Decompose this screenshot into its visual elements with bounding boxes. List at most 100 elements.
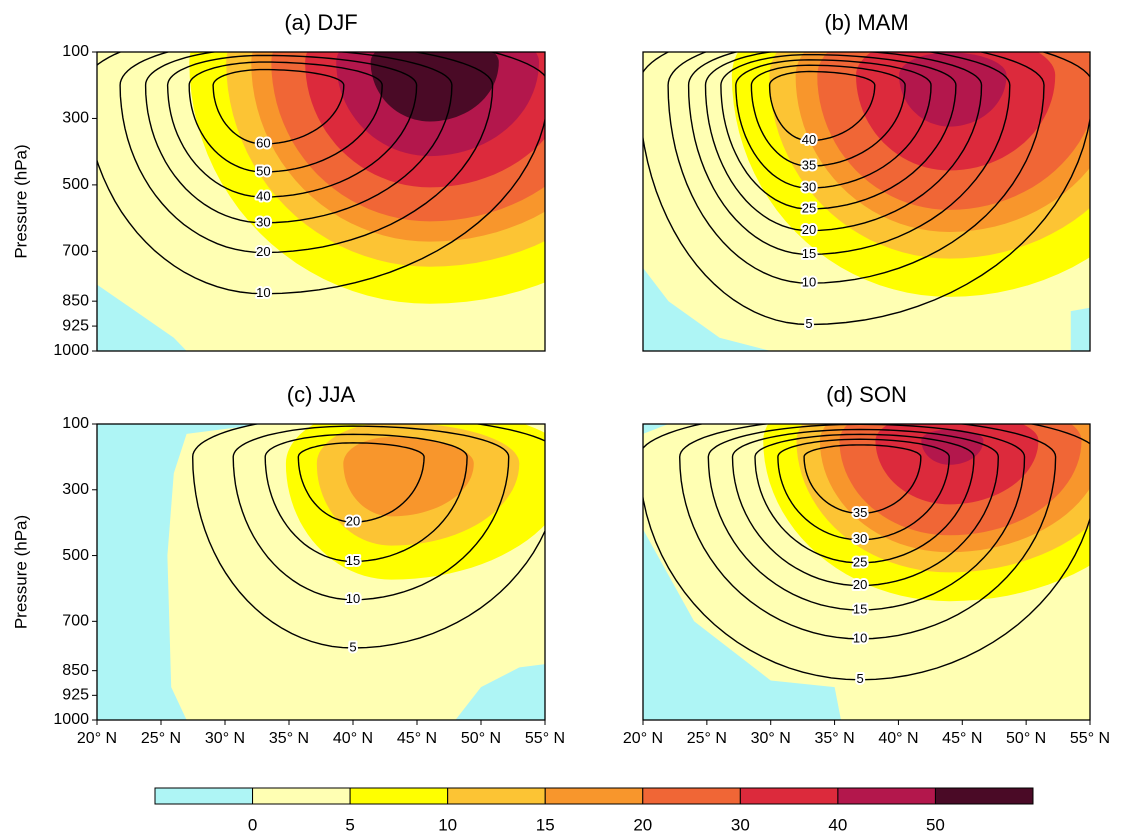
contour-label: 40 (802, 132, 816, 147)
contour-label: 35 (802, 158, 816, 173)
contour-line (166, 54, 418, 198)
negative-region (97, 284, 187, 351)
panel-title: (d) SON (826, 382, 907, 407)
x-tick-label: 30° N (205, 730, 245, 747)
contour-label: 10 (346, 591, 360, 606)
negative-region (455, 664, 545, 720)
contour-line (667, 52, 1045, 284)
negative-region (643, 424, 669, 434)
contour-label: 5 (856, 671, 863, 686)
contour-line (97, 52, 545, 295)
y-tick-label: 1000 (53, 711, 89, 728)
colorbar-label: 20 (633, 815, 652, 834)
contour-line (643, 52, 1090, 326)
contour-label: 10 (853, 630, 867, 645)
plot-area (643, 52, 1090, 351)
colorbar-box (642, 787, 741, 805)
contour-line (777, 438, 950, 541)
contour-label: 20 (346, 513, 360, 528)
contour-line (735, 59, 932, 189)
contour-line (232, 425, 510, 601)
contour-label: 15 (802, 246, 816, 261)
colorbar-label: 5 (345, 815, 354, 834)
contour-line (768, 70, 876, 142)
contour-label: 5 (805, 316, 812, 331)
negative-region (1070, 307, 1090, 351)
y-tick-label: 925 (62, 317, 89, 334)
x-tick-label: 45° N (397, 730, 437, 747)
plot-area (97, 424, 545, 720)
contour-label: 20 (802, 222, 816, 237)
y-tick-label: 700 (62, 243, 89, 260)
filled-contour (370, 52, 499, 122)
y-tick-label: 300 (62, 481, 89, 498)
plot-area (643, 424, 1090, 720)
contour-label: 10 (256, 285, 270, 300)
colorbar-box (934, 787, 1034, 805)
negative-region (643, 529, 841, 720)
filled-contour (343, 437, 474, 517)
contour-line (803, 444, 922, 515)
contour-line (704, 52, 983, 232)
colorbar-label: 50 (926, 815, 945, 834)
colorbar-label: 40 (828, 815, 847, 834)
contour-label: 30 (802, 179, 816, 194)
x-tick-label: 50° N (1006, 730, 1046, 747)
x-tick-label: 55° N (1070, 730, 1110, 747)
contour-label: 30 (256, 214, 270, 229)
panel-title: (b) MAM (824, 10, 908, 35)
contour-line (212, 68, 345, 145)
x-tick-label: 25° N (687, 730, 727, 747)
colorbar-box (154, 787, 254, 805)
negative-region (97, 424, 264, 720)
contour-label: 60 (256, 135, 270, 150)
colorbar-box (447, 787, 546, 805)
panel-title: (a) DJF (284, 10, 357, 35)
contour-line (264, 433, 468, 563)
y-tick-label: 850 (62, 662, 89, 679)
x-tick-label: 40° N (878, 730, 918, 747)
y-axis-label: Pressure (hPa) (11, 144, 30, 258)
contour-line (754, 433, 975, 564)
x-tick-label: 30° N (751, 730, 791, 747)
contour-line (678, 424, 1057, 640)
y-tick-label: 850 (62, 292, 89, 309)
y-tick-label: 100 (62, 415, 89, 432)
colorbar-box (837, 787, 936, 805)
axes-frame (96, 423, 546, 721)
contour-label: 20 (256, 244, 270, 259)
colorbar-box (739, 787, 839, 805)
filled-contour (921, 429, 984, 465)
contour-line (731, 428, 1000, 587)
contour-label: 40 (256, 188, 270, 203)
contour-label: 20 (853, 577, 867, 592)
negative-region (643, 267, 771, 351)
axes-frame (642, 51, 1091, 352)
contour-line (720, 54, 957, 210)
contour-line (687, 52, 1011, 256)
y-axis-label: Pressure (hPa) (11, 515, 30, 629)
x-tick-label: 55° N (525, 730, 565, 747)
contour-line (750, 64, 906, 167)
x-tick-label: 35° N (269, 730, 309, 747)
x-tick-label: 45° N (942, 730, 982, 747)
contour-line (188, 61, 383, 173)
y-tick-label: 1000 (53, 342, 89, 359)
y-tick-label: 925 (62, 687, 89, 704)
contour-line (144, 52, 453, 224)
contour-line (643, 424, 1090, 681)
colorbar-box (252, 787, 351, 805)
x-tick-label: 20° N (623, 730, 663, 747)
contour-label: 15 (853, 601, 867, 616)
y-tick-label: 100 (62, 43, 89, 60)
colorbar-label: 0 (248, 815, 257, 834)
contour-line (297, 442, 425, 523)
plot-area (97, 52, 545, 351)
y-tick-label: 500 (62, 176, 89, 193)
y-tick-label: 500 (62, 547, 89, 564)
x-tick-label: 40° N (333, 730, 373, 747)
colorbar-box (349, 787, 449, 805)
x-tick-label: 25° N (141, 730, 181, 747)
contour-label: 10 (802, 275, 816, 290)
